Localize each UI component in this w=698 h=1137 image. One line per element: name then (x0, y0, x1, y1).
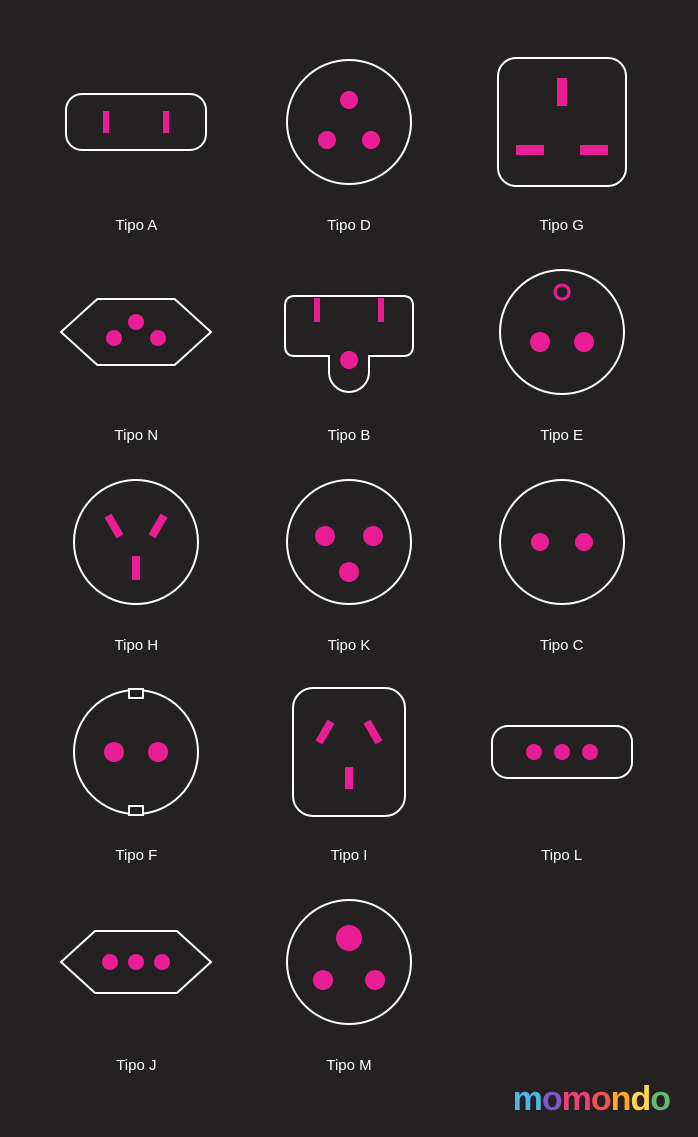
plug-cell-A: Tipo A (30, 40, 243, 240)
plug-label: Tipo B (328, 427, 371, 444)
plug-diagram-L (455, 670, 668, 833)
plug-cell-M: Tipo M (243, 880, 456, 1080)
plug-diagram-A (30, 40, 243, 203)
logo-letter: n (611, 1080, 631, 1118)
plug-label: Tipo G (539, 217, 583, 234)
logo-letter: o (650, 1080, 670, 1118)
plug-label: Tipo L (541, 847, 582, 864)
plug-label: Tipo M (326, 1057, 371, 1074)
plug-label: Tipo I (331, 847, 368, 864)
plug-diagram-J (30, 880, 243, 1043)
plug-diagram-B (243, 250, 456, 413)
plug-diagram-F (30, 670, 243, 833)
plug-cell-E: Tipo E (455, 250, 668, 450)
plug-grid: Tipo A Tipo D Tipo G Tipo N Tipo B Tipo E Tipo… (0, 0, 698, 1100)
plug-cell-H: Tipo H (30, 460, 243, 660)
plug-diagram-D (243, 40, 456, 203)
logo-letter: o (542, 1080, 562, 1118)
plug-label: Tipo C (540, 637, 584, 654)
plug-diagram-I (243, 670, 456, 833)
plug-cell-B: Tipo B (243, 250, 456, 450)
plug-diagram-K (243, 460, 456, 623)
plug-label: Tipo F (115, 847, 157, 864)
logo-letter: m (513, 1080, 542, 1118)
logo-letter: d (630, 1080, 650, 1118)
plug-label: Tipo D (327, 217, 371, 234)
logo-letter: m (562, 1080, 591, 1118)
plug-label: Tipo H (115, 637, 159, 654)
plug-diagram-N (30, 250, 243, 413)
plug-cell-G: Tipo G (455, 40, 668, 240)
plug-cell-N: Tipo N (30, 250, 243, 450)
plug-cell-F: Tipo F (30, 670, 243, 870)
plug-diagram-C (455, 460, 668, 623)
plug-diagram-M (243, 880, 456, 1043)
plug-diagram-H (30, 460, 243, 623)
plug-cell-K: Tipo K (243, 460, 456, 660)
plug-cell-D: Tipo D (243, 40, 456, 240)
logo-letter: o (591, 1080, 611, 1118)
plug-diagram-G (455, 40, 668, 203)
plug-label: Tipo E (540, 427, 583, 444)
plug-diagram-E (455, 250, 668, 413)
plug-label: Tipo N (115, 427, 159, 444)
plug-cell-C: Tipo C (455, 460, 668, 660)
plug-label: Tipo J (116, 1057, 156, 1074)
plug-cell-L: Tipo L (455, 670, 668, 870)
plug-label: Tipo K (328, 637, 371, 654)
plug-cell-I: Tipo I (243, 670, 456, 870)
plug-cell-J: Tipo J (30, 880, 243, 1080)
plug-label: Tipo A (115, 217, 157, 234)
momondo-logo: momondo (513, 1080, 670, 1119)
